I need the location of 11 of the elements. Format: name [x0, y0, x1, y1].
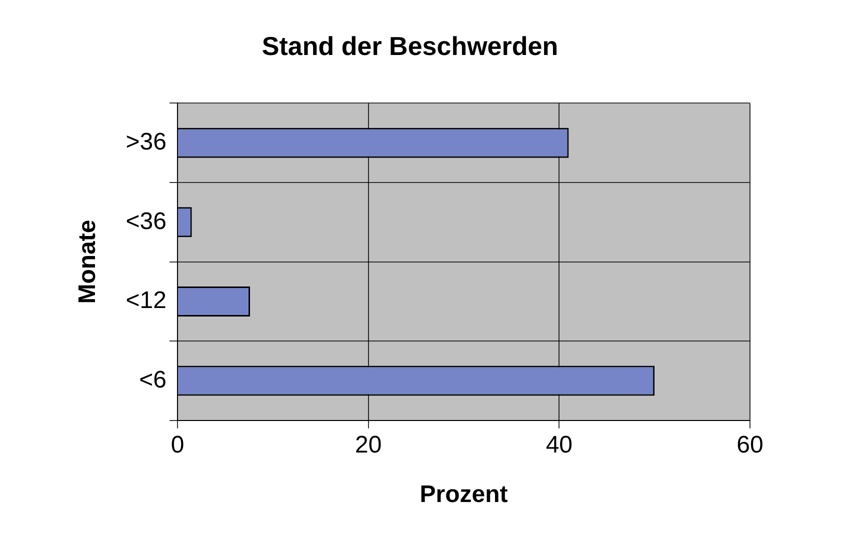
y-tick-label: <12: [126, 287, 167, 314]
x-tick-label: 40: [546, 431, 573, 458]
x-axis-title: Prozent: [420, 481, 508, 508]
y-tick-label: >36: [126, 128, 167, 156]
x-tick-label: 0: [170, 431, 184, 458]
x-tick-label: 20: [354, 431, 382, 458]
y-tick-label: <36: [126, 208, 167, 235]
y-tick-label: <6: [139, 366, 167, 394]
y-axis-title: Monate: [74, 220, 102, 304]
chart-title: Stand der Beschwerden: [262, 30, 558, 61]
x-tick-label: 60: [736, 431, 764, 458]
